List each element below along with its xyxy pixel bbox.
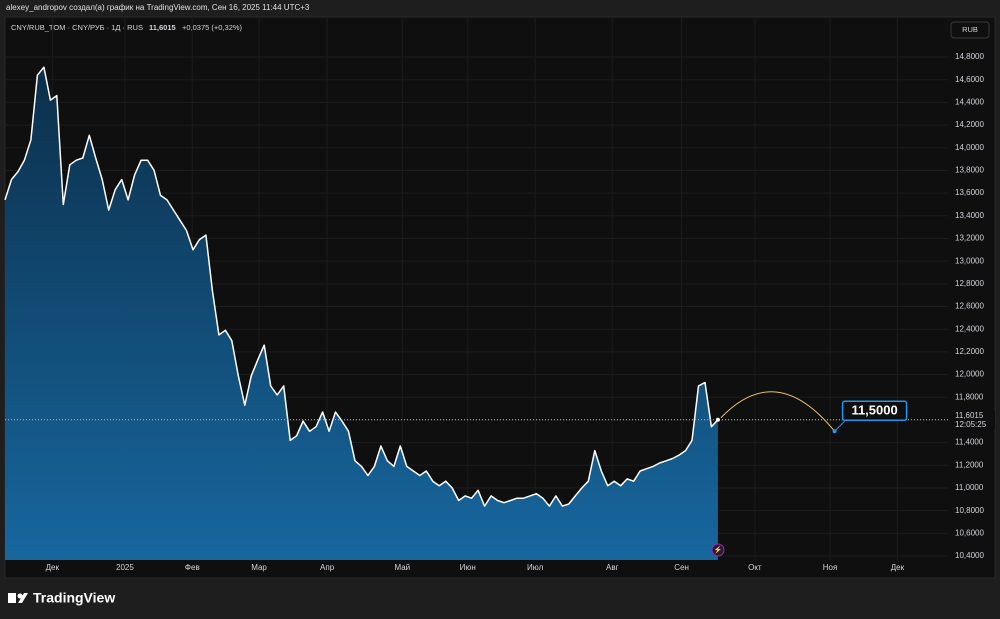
countdown: 12:05:25	[955, 420, 987, 429]
x-tick-label: Июл	[527, 563, 544, 572]
y-tick-label: 13,2000	[955, 234, 984, 243]
y-tick-label: 10,4000	[955, 551, 984, 560]
symbol: CNY/RUB_TOM · CNY/РУБ · 1Д · RUS	[11, 23, 143, 32]
target-connector	[834, 420, 845, 432]
y-tick-label: 14,4000	[955, 98, 984, 107]
x-tick-label: Сен	[674, 563, 689, 572]
x-tick-label: Июн	[460, 563, 476, 572]
logo-mark	[17, 593, 23, 599]
target-label: 11,5000	[851, 403, 897, 418]
forecast-arc	[720, 391, 835, 432]
x-tick-label: Окт	[748, 563, 762, 572]
last-point	[715, 417, 720, 422]
price-label-box	[949, 410, 995, 430]
y-tick-label: 11,8000	[955, 392, 984, 401]
change: +0,0375 (+0,32%)	[182, 23, 243, 32]
currency[interactable]: RUB	[962, 25, 978, 34]
header: alexey_andropov создал(а) график на Trad…	[6, 3, 310, 12]
x-tick-label: Дек	[891, 563, 905, 572]
x-tick-label: Дек	[46, 563, 60, 572]
event-icon-glyph[interactable]: ⚡	[714, 545, 723, 554]
y-tick-label: 12,4000	[955, 324, 984, 333]
logo-mark	[8, 593, 16, 603]
y-tick-label: 12,8000	[955, 279, 984, 288]
x-tick-label: Май	[394, 563, 410, 572]
logo-mark	[18, 593, 28, 603]
brand: TradingView	[33, 590, 115, 606]
target-box	[841, 400, 908, 422]
area-fill	[5, 67, 718, 560]
price-label: 11,6015	[955, 411, 984, 420]
logo	[8, 593, 28, 603]
x-tick-label: Мар	[251, 563, 267, 572]
y-tick-label: 13,6000	[955, 188, 984, 197]
currency-button[interactable]	[950, 21, 990, 39]
y-tick-label: 13,4000	[955, 211, 984, 220]
y-tick-label: 11,2000	[955, 460, 984, 469]
y-tick-label: 14,2000	[955, 120, 984, 129]
x-tick-label: 2025	[116, 563, 134, 572]
last-price: 11,6015	[149, 23, 176, 32]
price-line	[4, 66, 719, 507]
y-tick-label: 10,8000	[955, 506, 984, 515]
y-tick-label: 10,6000	[955, 528, 984, 537]
y-tick-label: 14,0000	[955, 143, 984, 152]
y-tick-label: 12,2000	[955, 347, 984, 356]
x-tick-label: Фев	[185, 563, 200, 572]
event-icon[interactable]	[711, 543, 725, 557]
x-tick-label: Ноя	[823, 563, 838, 572]
y-tick-label: 12,0000	[955, 370, 984, 379]
y-tick-label: 11,4000	[955, 438, 984, 447]
y-tick-label: 11,0000	[955, 483, 984, 492]
y-tick-label: 13,0000	[955, 256, 984, 265]
y-tick-label: 13,8000	[955, 166, 984, 175]
y-tick-label: 14,8000	[955, 52, 984, 61]
y-tick-label: 12,6000	[955, 302, 984, 311]
y-tick-label: 14,6000	[955, 75, 984, 84]
x-tick-label: Авг	[606, 563, 619, 572]
x-tick-label: Апр	[320, 563, 335, 572]
